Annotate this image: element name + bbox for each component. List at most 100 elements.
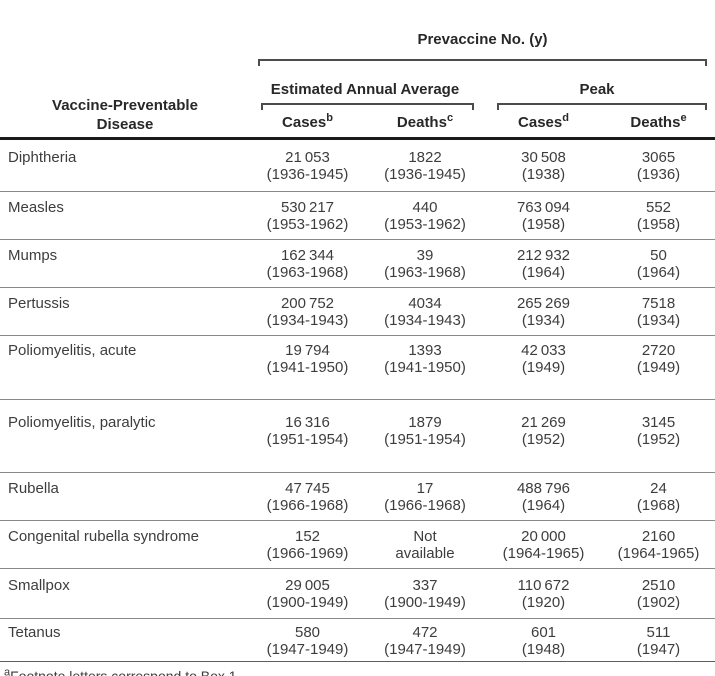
avg-cases-cell: 152 (1966-1969) [250,528,365,562]
value: 511 [646,624,671,641]
avg-deaths-cell: Not available [365,528,485,562]
years: (1966-1969) [266,545,349,562]
value: 212 932 [516,247,571,264]
peak-deaths-cell: 2720 (1949) [602,342,715,376]
peak-deaths-cell: 2160 (1964-1965) [602,528,715,562]
table-row: Smallpox 29 005 (1900-1949) 337 (1900-19… [0,569,715,619]
peak-deaths-cell: 2510 (1902) [602,577,715,611]
value: 580 [294,624,321,641]
avg-cases-cell: 162 344 (1963-1968) [250,247,365,281]
value: 4034 [408,295,442,312]
footnote-text: Footnote letters correspond to Box 1. [10,668,241,676]
value: 19 794 [285,342,330,359]
years: (1949) [521,359,566,376]
avg-cases-cell: 29 005 (1900-1949) [250,577,365,611]
value: 16 316 [285,414,330,431]
value: 47 745 [285,480,330,497]
table-row: Poliomyelitis, acute 19 794 (1941-1950) … [0,336,715,400]
column-header-avg-cases: Casesb [282,112,333,132]
disease-column-header: Vaccine-Preventable Disease [52,97,198,133]
value: 162 344 [280,247,335,264]
years: (1902) [636,594,681,611]
table-row: Poliomyelitis, paralytic 16 316 (1951-19… [0,400,715,473]
avg-deaths-cell: 4034 (1934-1943) [365,295,485,329]
peak-deaths-cell: 552 (1958) [602,199,715,233]
years: (1951-1954) [384,431,466,448]
years: (1963-1968) [266,264,349,281]
avg-deaths-cell: 1822 (1936-1945) [365,149,485,183]
value: 42 033 [521,342,566,359]
years: (1934-1943) [384,312,466,329]
years: (1964) [521,497,566,514]
column-header-avg-deaths: Deathsc [396,112,454,132]
years: (1920) [521,594,566,611]
table-row: Tetanus 580 (1947-1949) 472 (1947-1949) … [0,619,715,662]
footnote-marker: c [446,112,454,124]
years: (1964) [636,264,681,281]
years: (1951-1954) [266,431,349,448]
years: (1934) [636,312,681,329]
peak-deaths-cell: 3065 (1936) [602,149,715,183]
table-body: Diphtheria 21 053 (1936-1945) 1822 (1936… [0,140,715,662]
value: 2720 [641,342,676,359]
peak-cases-cell: 21 269 (1952) [485,414,602,448]
value: 265 269 [516,295,571,312]
years: (1936-1945) [266,166,349,183]
avg-cases-cell: 19 794 (1941-1950) [250,342,365,376]
value: 601 [530,624,557,641]
footnote-marker: e [680,112,687,124]
value: 530 217 [280,199,335,216]
peak-cases-cell: 488 796 (1964) [485,480,602,514]
avg-deaths-cell: 440 (1953-1962) [365,199,485,233]
value: 200 752 [280,295,335,312]
years: (1963-1968) [384,264,466,281]
table-row: Mumps 162 344 (1963-1968) 39 (1963-1968)… [0,240,715,288]
table-row: Pertussis 200 752 (1934-1943) 4034 (1934… [0,288,715,336]
disease-name: Poliomyelitis, acute [8,342,137,359]
prevaccine-group-header: Prevaccine No. (y) [417,31,548,48]
value: 1393 [408,342,442,359]
column-header-peak-cases: Casesd [518,112,569,132]
years: (1900-1949) [266,594,349,611]
peak-cases-cell: 265 269 (1934) [485,295,602,329]
value: 3065 [641,149,676,166]
years: (1958) [521,216,566,233]
years: (1953-1962) [384,216,466,233]
value: 488 796 [516,480,571,497]
value: 29 005 [285,577,330,594]
years: (1936-1945) [384,166,466,183]
value: 552 [645,199,672,216]
avg-cases-cell: 47 745 (1966-1968) [250,480,365,514]
avg-cases-cell: 16 316 (1951-1954) [250,414,365,448]
years: (1952) [636,431,681,448]
value: 763 094 [516,199,571,216]
annual-average-bracket [261,103,474,110]
years: (1964-1965) [617,545,700,562]
value: 2160 [641,528,676,545]
years: (1900-1949) [384,594,466,611]
years: (1964-1965) [502,545,585,562]
years: (1966-1968) [266,497,349,514]
disease-name: Pertussis [8,295,70,312]
disease-name: Congenital rubella syndrome [8,528,199,545]
years: (1934-1943) [266,312,349,329]
value: 1879 [408,414,442,431]
avg-deaths-cell: 472 (1947-1949) [365,624,485,658]
table-row: Measles 530 217 (1953-1962) 440 (1953-19… [0,192,715,240]
table-footnote: aFootnote letters correspond to Box 1. [0,662,715,676]
years: (1968) [636,497,681,514]
peak-cases-cell: 763 094 (1958) [485,199,602,233]
value: 110 672 [517,577,570,594]
annual-average-group-header: Estimated Annual Average [270,81,460,98]
years: (1948) [521,641,566,658]
years: (1966-1968) [384,497,466,514]
peak-deaths-cell: 50 (1964) [602,247,715,281]
column-header-peak-deaths: Deathse [630,112,687,132]
years: (1934) [521,312,566,329]
prevaccine-group-bracket [258,59,707,66]
avg-deaths-cell: 1393 (1941-1950) [365,342,485,376]
avg-deaths-cell: 1879 (1951-1954) [365,414,485,448]
avg-cases-cell: 21 053 (1936-1945) [250,149,365,183]
footnote-marker: b [326,112,333,124]
